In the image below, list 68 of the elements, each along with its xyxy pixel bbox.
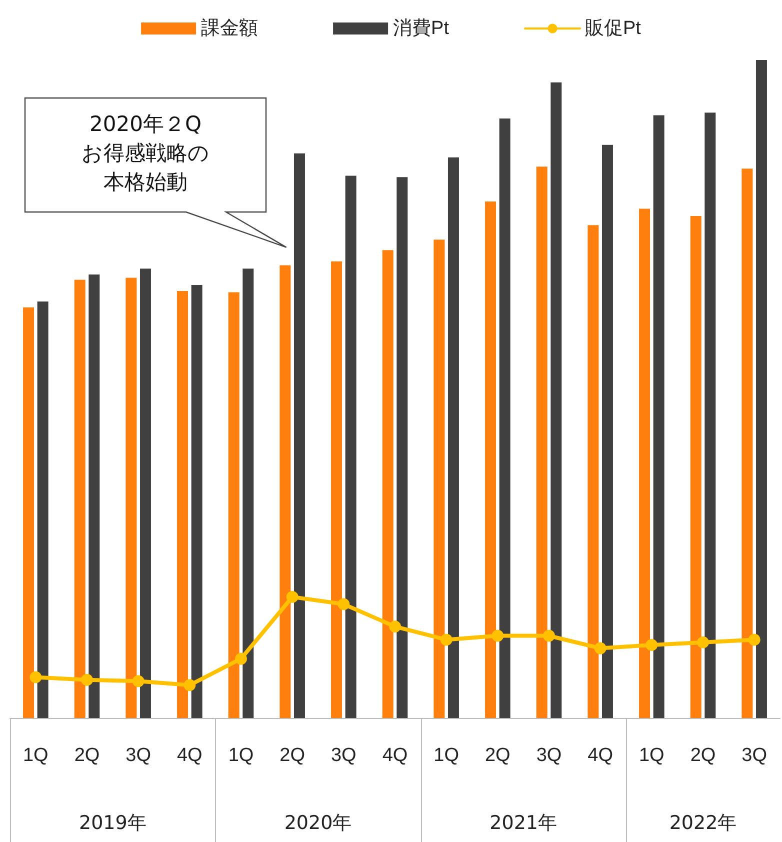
bar: [242, 268, 254, 718]
point: [646, 638, 658, 651]
bar: [331, 261, 342, 718]
bar: [499, 118, 510, 718]
point: [286, 590, 298, 603]
bar: [756, 60, 767, 718]
point: [389, 620, 401, 633]
x-tick-label: 4Q: [176, 745, 202, 766]
bar: [448, 157, 459, 718]
point: [594, 642, 606, 654]
bar: [396, 177, 408, 718]
text: 2020年: [284, 811, 352, 836]
legend-label: 消費Pt: [393, 18, 450, 39]
annotation: 2020年２Qお得感戦略の本格始動: [81, 111, 210, 196]
x-tick-label: 2Q: [690, 745, 716, 766]
bar: [191, 285, 202, 718]
point: [30, 671, 42, 684]
x-tick-label: 4Q: [588, 745, 614, 766]
x-tick-label: 3Q: [126, 745, 152, 766]
point: [492, 630, 504, 642]
x-tick-label: 2Q: [74, 745, 100, 766]
bar: [653, 115, 664, 718]
x-tick-label: 3Q: [536, 745, 562, 766]
bar: [280, 265, 291, 718]
legend-label: 販促Pt: [585, 18, 642, 39]
bar: [550, 82, 562, 718]
bar: [588, 225, 599, 718]
bar: [126, 278, 137, 718]
text: 2019年: [78, 811, 146, 836]
bar: [177, 290, 188, 718]
point: [748, 634, 760, 646]
x-tick-label: 2Q: [280, 745, 306, 766]
x-tick-label: 1Q: [228, 745, 254, 766]
bar: [88, 274, 100, 718]
bar: [602, 144, 613, 718]
bar: [294, 153, 305, 718]
bar: [74, 280, 86, 718]
point: [184, 679, 196, 692]
point: [697, 636, 709, 648]
x-tick-label: 3Q: [742, 745, 768, 766]
x-tick-label: 1Q: [638, 745, 664, 766]
bar: [639, 208, 650, 718]
bar: [704, 112, 716, 718]
point: [132, 675, 144, 688]
bar: [742, 168, 753, 718]
point: [543, 630, 555, 642]
legend-label: 課金額: [201, 18, 258, 39]
point: [338, 598, 350, 610]
x-tick-label: 1Q: [22, 745, 48, 766]
bar: [690, 216, 702, 718]
bar: [228, 292, 240, 718]
point: [440, 634, 452, 646]
point: [235, 652, 247, 665]
bar: [485, 201, 496, 718]
bar: [345, 176, 356, 718]
point: [81, 674, 93, 686]
bar: [37, 301, 48, 718]
x-tick-label: 2Q: [484, 745, 510, 766]
x-tick-label: 1Q: [434, 745, 460, 766]
x-tick-label: 3Q: [330, 745, 356, 766]
bar: [382, 250, 394, 718]
bar: [140, 268, 151, 718]
bar: [536, 166, 548, 718]
text: 2022年: [669, 811, 737, 836]
bar: [23, 307, 34, 718]
x-tick-label: 4Q: [382, 745, 408, 766]
bar: [434, 240, 445, 718]
text: 2021年: [490, 811, 558, 836]
